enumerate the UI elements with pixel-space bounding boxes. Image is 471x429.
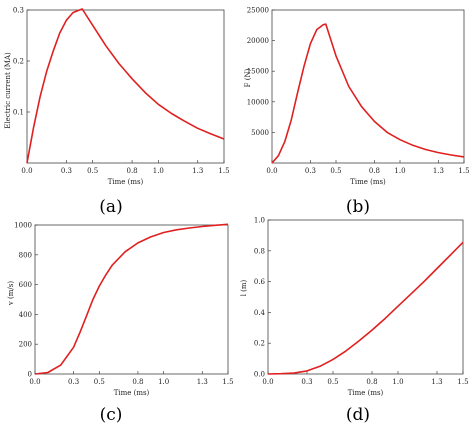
series-line-a xyxy=(26,8,225,164)
x-axis-label-a: Time (ms) xyxy=(108,178,144,186)
series-line-c xyxy=(34,223,229,375)
y-tick-label-a-2: 0.3 xyxy=(13,7,24,15)
x-tick-label-b-2: 0.5 xyxy=(330,167,341,175)
y-tick-label-d-3: 0.6 xyxy=(254,278,266,286)
x-tick-label-c-0: 0.0 xyxy=(29,378,40,386)
y-tick-label-c-3: 600 xyxy=(19,281,32,289)
chart-panel-d: 0.0 0.3 0.5 0.8 1.0 1.3 1.5 0.0 0.2 0.4 0.6 0.8 1.0 T… xyxy=(240,217,469,426)
plot-frame-c xyxy=(34,224,229,375)
panel-label-a: (a) xyxy=(99,197,122,217)
x-tick-label-d-1: 0.3 xyxy=(301,378,312,386)
y-axis-label-a: Electric current (MA) xyxy=(4,52,12,129)
panel-label-d: (d) xyxy=(346,405,370,425)
plot-frame-b xyxy=(271,9,465,164)
x-tick-label-b-1: 0.3 xyxy=(305,167,316,175)
plot-frame-a xyxy=(26,9,225,164)
x-tick-label-a-4: 1.0 xyxy=(153,167,164,175)
y-tick-label-b-4: 25000 xyxy=(247,7,269,15)
x-tick-label-c-6: 1.5 xyxy=(222,378,233,386)
x-tick-label-a-1: 0.3 xyxy=(61,167,72,175)
x-axis-label-c: Time (ms) xyxy=(114,389,150,397)
x-tick-label-b-6: 1.5 xyxy=(458,167,469,175)
panel-label-b: (b) xyxy=(346,197,370,217)
y-axis-label-c: v (m/s) xyxy=(7,281,15,306)
x-tick-label-a-6: 1.5 xyxy=(218,167,229,175)
x-tick-label-a-3: 0.8 xyxy=(126,167,137,175)
x-tick-label-d-5: 1.3 xyxy=(431,378,442,386)
x-tick-label-d-3: 0.8 xyxy=(366,378,377,386)
x-tick-label-c-1: 0.3 xyxy=(68,378,79,386)
x-tick-label-b-5: 1.3 xyxy=(433,167,444,175)
x-tick-label-d-4: 1.0 xyxy=(392,378,403,386)
y-axis-label-b: F (N) xyxy=(244,68,252,87)
y-tick-label-d-5: 1.0 xyxy=(254,217,265,225)
x-tick-label-d-2: 0.5 xyxy=(327,378,338,386)
y-tick-label-d-2: 0.4 xyxy=(254,309,266,317)
y-tick-label-b-3: 20000 xyxy=(247,37,269,45)
y-tick-label-d-1: 0.2 xyxy=(254,340,265,348)
x-tick-label-d-6: 1.5 xyxy=(457,378,468,386)
plot-frame-d xyxy=(267,219,464,375)
x-tick-label-a-2: 0.5 xyxy=(87,167,98,175)
x-tick-label-c-5: 1.3 xyxy=(197,378,208,386)
x-tick-label-d-0: 0.0 xyxy=(262,378,273,386)
series-line-d xyxy=(267,241,464,375)
x-tick-label-c-2: 0.5 xyxy=(94,378,105,386)
chart-panel-a: 0.0 0.3 0.5 0.8 1.0 1.3 1.5 0.1 0.2 0.3 Time (ms) E… xyxy=(4,7,230,218)
x-tick-label-a-0: 0.0 xyxy=(21,167,32,175)
y-tick-label-c-1: 200 xyxy=(19,341,32,349)
x-tick-label-b-3: 0.8 xyxy=(369,167,380,175)
x-tick-label-a-5: 1.3 xyxy=(192,167,203,175)
y-tick-label-d-4: 0.8 xyxy=(254,247,265,255)
x-axis-label-d: Time (ms) xyxy=(348,389,384,397)
y-tick-label-c-0: 0 xyxy=(28,371,32,379)
y-tick-label-b-1: 10000 xyxy=(247,98,269,106)
x-tick-label-b-4: 1.0 xyxy=(394,167,405,175)
y-tick-label-b-2: 15000 xyxy=(247,68,269,76)
x-axis-label-b: Time (ms) xyxy=(350,178,386,186)
y-tick-label-c-5: 1000 xyxy=(14,222,32,230)
x-tick-label-b-0: 0.0 xyxy=(266,167,277,175)
series-line-b xyxy=(271,23,465,164)
y-tick-label-a-0: 0.1 xyxy=(13,109,24,117)
y-tick-label-c-2: 400 xyxy=(19,311,32,319)
x-tick-label-c-4: 1.0 xyxy=(158,378,169,386)
y-tick-label-b-0: 5000 xyxy=(251,129,269,137)
x-tick-label-c-3: 0.8 xyxy=(132,378,143,386)
chart-panel-c: 0.0 0.3 0.5 0.8 1.0 1.3 1.5 0 200 400 600 800 1000 Ti… xyxy=(7,222,234,426)
y-axis-label-d: l (m) xyxy=(240,279,248,296)
chart-panel-b: 0.0 0.3 0.5 0.8 1.0 1.3 1.5 5000 10000 15000 20000… xyxy=(244,7,470,218)
y-tick-label-a-1: 0.2 xyxy=(13,58,24,66)
y-tick-label-d-0: 0.0 xyxy=(254,371,265,379)
y-tick-label-c-4: 800 xyxy=(19,251,32,259)
panel-label-c: (c) xyxy=(100,405,123,425)
